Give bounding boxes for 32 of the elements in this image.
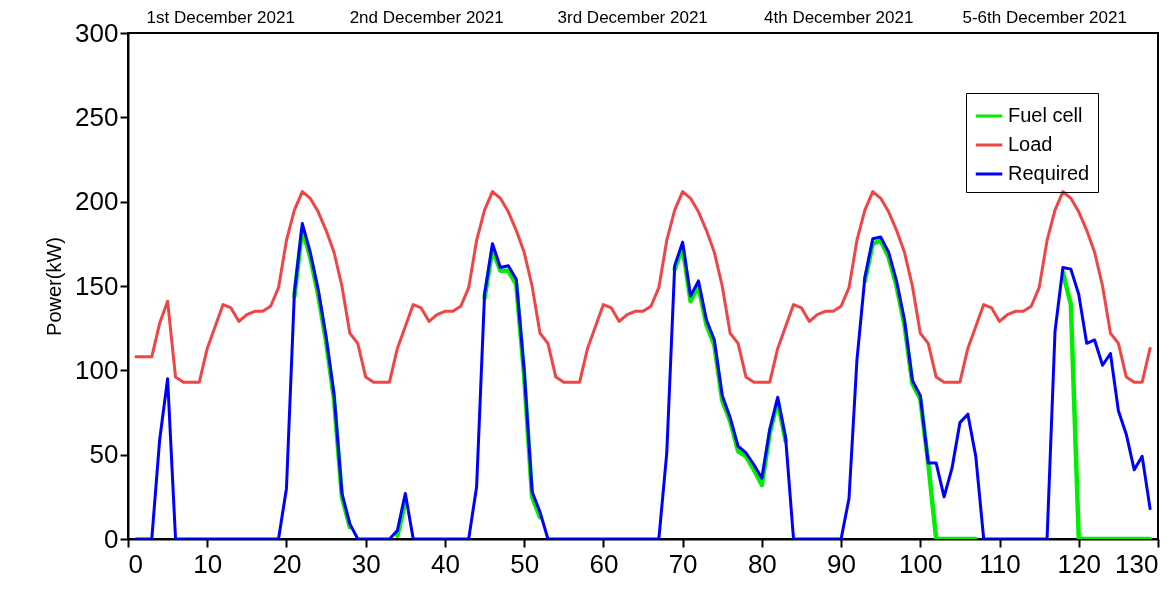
legend-label: Fuel cell [1008,104,1083,126]
x-tick-label: 110 [979,548,1021,579]
legend-label: Required [1008,162,1090,184]
y-tick-label: 250 [75,101,119,132]
text: 3rd December 2021 [557,8,708,28]
x-tick-label: 130 [1115,548,1159,579]
x-tick-label: 100 [899,548,943,579]
x-tick-label: 40 [430,548,460,579]
line-series [134,222,1152,539]
x-tick-label: 30 [351,548,381,579]
x-tick-label: 90 [827,548,857,579]
line-series [134,190,1152,384]
y-tick-label: 50 [89,439,119,470]
y-tick-label: 200 [75,186,119,217]
y-tick-label: 0 [104,523,119,554]
legend-label: Load [1008,133,1053,155]
x-tick-label: 0 [128,548,143,579]
y-tick-label: 100 [75,354,119,385]
text: 1st December 2021 [146,8,295,28]
x-tick-label: 50 [510,548,540,579]
x-tick-label: 10 [193,548,223,579]
y-tick-label: 150 [75,270,119,301]
y-tick-label: 300 [75,17,119,48]
y-axis-title: Power(kW) [43,237,66,336]
text: 5-6th December 2021 [962,8,1127,28]
x-tick-label: 60 [589,548,619,579]
x-tick-label: 80 [747,548,777,579]
x-tick-label: 120 [1057,548,1101,579]
x-tick-label: 70 [668,548,698,579]
text: 4th December 2021 [764,8,914,28]
text: 2nd December 2021 [349,8,504,28]
x-tick-label: 20 [272,548,302,579]
